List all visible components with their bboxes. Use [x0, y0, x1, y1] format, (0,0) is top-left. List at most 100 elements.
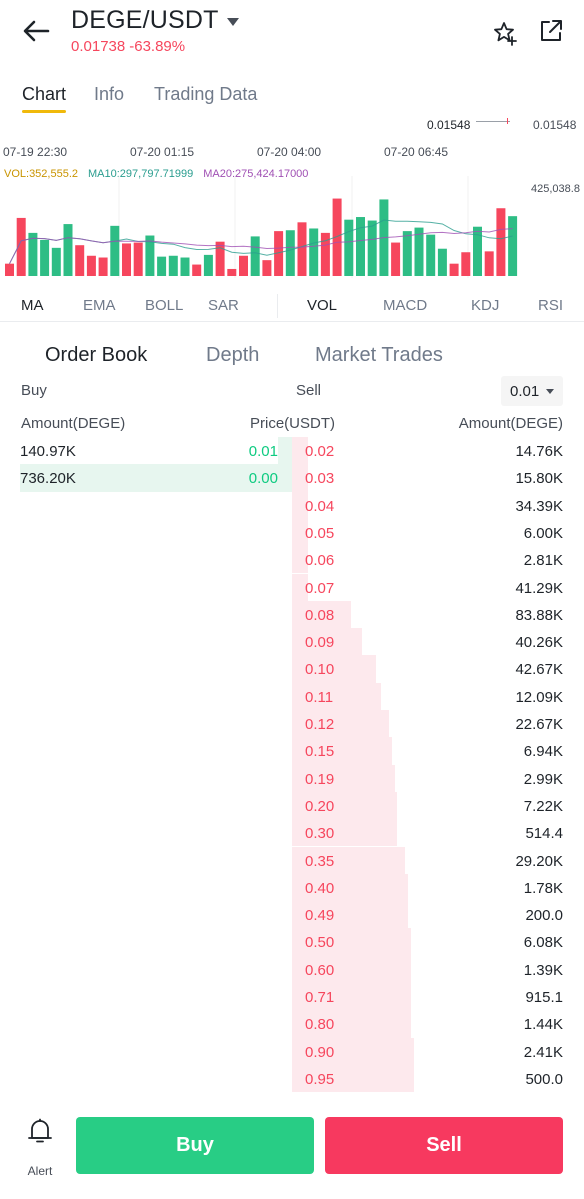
- order-book-row[interactable]: 736.20K 0.00 0.03 15.80K: [0, 464, 584, 492]
- order-book-row[interactable]: 0.11 12.09K: [0, 682, 584, 710]
- volume-bar: [402, 231, 412, 276]
- volume-chart: [5, 176, 518, 278]
- order-book-row[interactable]: 0.95 500.0: [0, 1064, 584, 1093]
- volume-bar: [508, 216, 518, 276]
- ask-price: 0.09: [305, 634, 335, 652]
- volume-bar: [262, 260, 272, 276]
- tab-depth[interactable]: Depth: [206, 344, 260, 366]
- order-book-row[interactable]: 0.35 29.20K: [0, 846, 584, 874]
- alert-button[interactable]: Alert: [20, 1116, 60, 1178]
- volume-bar: [86, 255, 96, 276]
- indicator-vol[interactable]: VOL: [307, 297, 338, 314]
- book-tabs: Order Book Depth Market Trades: [0, 340, 584, 374]
- bid-depth-bar: [278, 437, 292, 465]
- volume-bar: [391, 242, 401, 276]
- sell-button[interactable]: Sell: [325, 1117, 563, 1174]
- tab-chart[interactable]: Chart: [22, 84, 67, 104]
- bid-price: 0.00: [248, 470, 278, 488]
- order-book-row[interactable]: 0.19 2.99K: [0, 764, 584, 792]
- order-book-row[interactable]: 0.07 41.29K: [0, 573, 584, 601]
- volume-bar: [157, 256, 167, 276]
- pair-name: DEGE/USDT: [71, 6, 219, 34]
- favorite-button[interactable]: [492, 20, 518, 46]
- ask-depth-bar: [292, 955, 411, 983]
- order-book-row[interactable]: 0.10 42.67K: [0, 655, 584, 683]
- caret-down-icon: [226, 17, 239, 26]
- ma20-line: [9, 228, 513, 264]
- ask-price: 0.15: [305, 743, 335, 761]
- indicator-tabs: MA EMA BOLL SAR VOL MACD KDJ RSI: [0, 290, 584, 322]
- order-book-row[interactable]: 0.09 40.26K: [0, 628, 584, 656]
- ask-amount: 915.1: [525, 989, 563, 1006]
- ask-depth-bar: [292, 600, 352, 629]
- price-line: 0.01738 -63.89%: [71, 38, 189, 55]
- volume-bar: [484, 251, 494, 276]
- ask-amount: 41.29K: [515, 579, 563, 597]
- volume-bar: [297, 222, 307, 276]
- ask-amount: 40.26K: [515, 634, 563, 652]
- order-book-row[interactable]: 0.08 83.88K: [0, 600, 584, 629]
- order-book-row[interactable]: 140.97K 0.01 0.02 14.76K: [0, 437, 584, 465]
- volume-bar: [145, 235, 155, 276]
- order-book-row[interactable]: 0.50 6.08K: [0, 928, 584, 956]
- ask-price: 0.04: [305, 497, 335, 515]
- indicator-boll[interactable]: BOLL: [145, 297, 184, 314]
- precision-dropdown[interactable]: 0.01: [501, 376, 563, 406]
- ask-depth-bar: [292, 546, 309, 574]
- indicator-kdj[interactable]: KDJ: [471, 297, 500, 314]
- indicator-rsi[interactable]: RSI: [538, 297, 564, 314]
- share-button[interactable]: [538, 18, 564, 44]
- ask-price: 0.05: [305, 524, 335, 542]
- ask-price: 0.06: [305, 552, 335, 570]
- ask-amount: 34.39K: [515, 497, 563, 515]
- volume-bar: [203, 254, 213, 276]
- volume-bar: [426, 234, 436, 276]
- alert-label: Alert: [27, 1164, 53, 1178]
- order-book-row[interactable]: 0.49 200.0: [0, 901, 584, 929]
- ask-amount: 2.81K: [523, 552, 563, 570]
- order-book-row[interactable]: 0.80 1.44K: [0, 1010, 584, 1038]
- ask-price: 0.12: [305, 716, 335, 733]
- tab-trading-data[interactable]: Trading Data: [154, 84, 258, 104]
- ask-price: 0.40: [305, 879, 335, 897]
- order-book-row[interactable]: 0.12 22.67K: [0, 710, 584, 738]
- order-book-row[interactable]: 0.04 34.39K: [0, 491, 584, 519]
- order-book-row[interactable]: 0.90 2.41K: [0, 1037, 584, 1065]
- ask-depth-bar: [292, 928, 411, 956]
- ask-amount: 1.39K: [523, 961, 563, 979]
- tab-market-trades[interactable]: Market Trades: [315, 344, 443, 366]
- volume-bar: [250, 236, 260, 276]
- indicator-ma[interactable]: MA: [21, 297, 44, 314]
- buy-button[interactable]: Buy: [76, 1117, 314, 1174]
- ask-price: 0.71: [305, 989, 335, 1006]
- indicator-macd[interactable]: MACD: [383, 297, 428, 314]
- indicator-ema[interactable]: EMA: [83, 297, 116, 314]
- order-book-row[interactable]: 0.30 514.4: [0, 819, 584, 847]
- order-book-row[interactable]: 0.71 915.1: [0, 983, 584, 1011]
- vol-legend: VOL:352,555.2 MA10:297,797.71999 MA20:275,…: [4, 168, 318, 180]
- order-book-row[interactable]: 0.05 6.00K: [0, 518, 584, 547]
- ask-price: 0.95: [305, 1070, 335, 1088]
- volume-bar: [437, 248, 447, 276]
- time-axis: 07-19 22:30 07-20 01:15 07-20 04:00 07-2…: [0, 145, 584, 161]
- tab-order-book[interactable]: Order Book: [45, 344, 148, 366]
- order-book-row[interactable]: 0.06 2.81K: [0, 546, 584, 574]
- volume-bar: [496, 208, 506, 276]
- tab-info[interactable]: Info: [94, 84, 125, 104]
- ask-depth-bar: [292, 1037, 414, 1065]
- back-button[interactable]: [18, 14, 54, 48]
- ask-depth-bar: [292, 791, 398, 820]
- order-book-row[interactable]: 0.40 1.78K: [0, 873, 584, 902]
- order-book-row[interactable]: 0.20 7.22K: [0, 791, 584, 820]
- ask-depth-bar: [292, 682, 382, 710]
- ask-depth-bar: [292, 873, 409, 902]
- ask-depth-bar: [292, 710, 390, 738]
- chart-area[interactable]: 0.01548 0.01548 07-19 22:30 07-20 01:15 …: [0, 118, 584, 290]
- order-book-row[interactable]: 0.15 6.94K: [0, 737, 584, 765]
- indicator-divider: [277, 294, 278, 318]
- ask-amount: 7.22K: [523, 797, 563, 815]
- pair-selector[interactable]: DEGE/USDT: [71, 6, 239, 35]
- ask-depth-bar: [292, 628, 363, 656]
- indicator-sar[interactable]: SAR: [208, 297, 239, 314]
- order-book-row[interactable]: 0.60 1.39K: [0, 955, 584, 983]
